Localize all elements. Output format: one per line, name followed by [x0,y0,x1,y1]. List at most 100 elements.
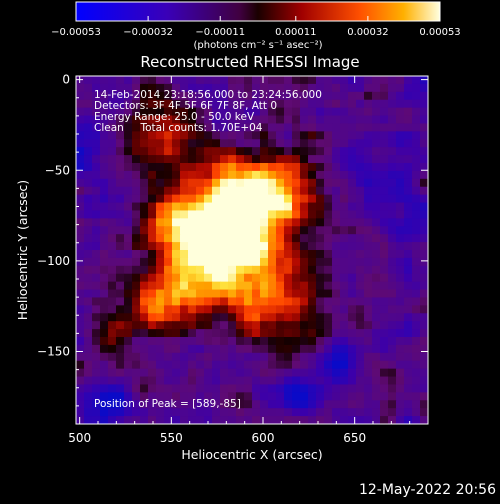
heatmap-cell [236,313,245,322]
heatmap-cell [356,194,365,204]
heatmap-cell [244,139,253,148]
heatmap-cell [236,352,245,362]
heatmap-cell [420,376,428,386]
heatmap-cell [172,352,181,362]
heatmap-cell [180,273,189,283]
heatmap-cell [156,281,165,291]
heatmap-cell [420,76,428,85]
heatmap-cell [84,202,93,212]
heatmap-cell [92,210,101,219]
heatmap-cell [284,321,293,330]
heatmap-cell [148,281,157,291]
heatmap-cell [164,242,173,251]
heatmap-cell [292,321,301,330]
heatmap-cell [84,257,93,267]
heatmap-cell [188,344,197,354]
heatmap-cell [276,400,285,409]
heatmap-cell [380,210,389,219]
heatmap-cell [220,147,229,156]
heatmap-cell [268,163,277,172]
heatmap-cell [156,337,165,346]
heatmap-cell [148,107,157,117]
heatmap-cell [268,210,277,219]
heatmap-cell [140,147,149,156]
heatmap-cell [252,289,261,299]
heatmap-cell [340,384,349,393]
heatmap-cell [132,408,141,417]
heatmap-cell [284,218,293,227]
heatmap-cell [324,352,333,362]
heatmap-cell [76,305,85,314]
heatmap-cell [260,76,269,85]
heatmap-cell [236,170,245,180]
heatmap-cell [364,392,373,401]
heatmap-cell [364,123,373,132]
heatmap-cell [356,115,365,125]
heatmap-cell [164,170,173,180]
heatmap-cell [380,226,389,235]
heatmap-cell [196,329,205,338]
heatmap-cell [260,344,269,354]
heatmap-cell [164,147,173,156]
heatmap-cell [156,115,165,125]
heatmap-cell [380,384,389,393]
heatmap-cell [268,289,277,299]
heatmap-cell [108,329,117,338]
heatmap-cell [388,352,397,362]
heatmap-cell [276,123,285,132]
heatmap-cell [308,210,317,219]
heatmap-cell [148,360,157,370]
heatmap-cell [348,352,357,362]
heatmap-cell [364,147,373,156]
heatmap-cell [100,202,109,212]
heatmap-cell [348,297,357,306]
heatmap-cell [180,352,189,362]
heatmap-cell [260,360,269,370]
heatmap-cell [236,360,245,370]
heatmap-cell [300,83,309,93]
heatmap-cell [236,344,245,354]
heatmap-cell [340,218,349,227]
heatmap-cell [292,194,301,204]
heatmap-cell [236,384,245,393]
heatmap-cell [100,250,109,259]
heatmap-cell [244,281,253,291]
heatmap-cell [388,163,397,172]
heatmap-cell [412,107,421,117]
heatmap-cell [380,352,389,362]
heatmap-cell [172,257,181,267]
heatmap-cell [244,273,253,283]
heatmap-cell [228,273,237,283]
heatmap-cell [220,226,229,235]
heatmap-cell [236,218,245,227]
heatmap-cell [172,329,181,338]
heatmap-cell [212,91,221,101]
heatmap-cell [204,344,213,354]
heatmap-cell [308,155,317,164]
heatmap-cell [292,305,301,314]
heatmap-cell [244,131,253,140]
heatmap-cell [76,76,85,85]
heatmap-cell [108,107,117,117]
heatmap-cell [404,344,413,354]
heatmap-cell [372,123,381,132]
heatmap-cell [372,265,381,275]
heatmap-cell [324,416,333,424]
heatmap-cell [100,91,109,101]
heatmap-cell [84,321,93,330]
heatmap-cell [268,352,277,362]
heatmap-cell [124,392,133,401]
heatmap-cell [268,155,277,164]
heatmap-cell [156,226,165,235]
heatmap-cell [236,210,245,219]
heatmap-cell [84,131,93,140]
heatmap-cell [76,313,85,322]
heatmap-cell [348,384,357,393]
heatmap-cell [172,226,181,235]
heatmap-cell [180,305,189,314]
heatmap-cell [180,408,189,417]
heatmap-cell [284,194,293,204]
heatmap-cell [324,139,333,148]
heatmap-cell [132,83,141,93]
heatmap-cell [188,186,197,196]
